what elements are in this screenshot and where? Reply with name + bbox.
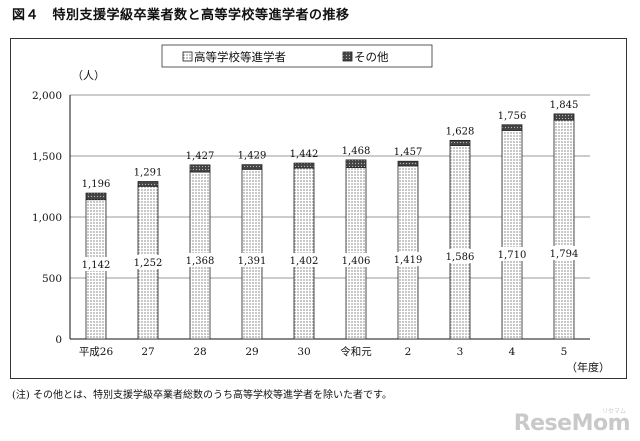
logo-subtext: リセマム <box>601 408 626 415</box>
x-tick-label: 29 <box>245 346 258 358</box>
x-tick-label: 3 <box>457 346 464 358</box>
y-axis-unit: （人） <box>72 69 105 82</box>
inner-label-bg <box>79 257 113 271</box>
bar-segment-other <box>189 164 211 173</box>
total-label: 1,196 <box>82 179 111 190</box>
bar-segment-other <box>345 159 367 168</box>
x-tick-label: 2 <box>405 346 412 358</box>
bar-segment-other <box>449 139 471 146</box>
bar-segment-other <box>85 192 107 201</box>
inner-label-bg <box>235 253 269 267</box>
total-label: 1,442 <box>290 149 319 160</box>
total-label: 1,427 <box>186 151 215 162</box>
inner-label-bg <box>547 246 581 260</box>
total-label: 1,291 <box>134 167 163 178</box>
inner-label: 1,402 <box>290 256 319 267</box>
figure-title: 図４ 特別支援学級卒業者数と高等学校等進学者の推移 <box>12 8 350 23</box>
bar-segment-highschool <box>553 119 575 340</box>
logo-text: ReseMom <box>513 411 631 436</box>
inner-label: 1,391 <box>238 256 267 267</box>
footnote: (注) その他とは、特別支援学級卒業者総数のうち高等学校等進学者を除いた者です。 <box>12 390 392 401</box>
legend-box <box>161 44 433 68</box>
y-tick-label: 0 <box>55 334 62 346</box>
x-tick-label: 30 <box>297 346 310 358</box>
inner-label-bg <box>131 255 165 269</box>
x-axis-unit: （年度） <box>566 360 610 374</box>
x-tick-label: 平成26 <box>79 346 114 358</box>
chart-frame <box>10 38 627 379</box>
bar-segment-other <box>137 181 159 187</box>
inner-label-bg <box>183 253 217 267</box>
total-label: 1,628 <box>446 126 475 137</box>
y-tick-label: 2,000 <box>32 90 62 102</box>
inner-label-bg <box>443 249 477 263</box>
inner-label: 1,142 <box>82 260 111 271</box>
inner-label-bg <box>495 247 529 261</box>
inner-label-bg <box>391 252 425 266</box>
inner-label: 1,710 <box>498 250 527 261</box>
inner-label-bg <box>287 253 321 267</box>
total-label: 1,429 <box>238 151 267 162</box>
inner-label: 1,368 <box>186 256 215 267</box>
bar-segment-highschool <box>501 129 523 340</box>
inner-label: 1,252 <box>134 258 163 269</box>
inner-label: 1,586 <box>446 252 475 263</box>
total-label: 1,457 <box>394 147 423 158</box>
total-label: 1,468 <box>342 146 371 157</box>
inner-label-bg <box>339 253 373 267</box>
y-tick-label: 500 <box>42 273 62 285</box>
legend-label-other: その他 <box>354 50 389 64</box>
bar-segment-other <box>241 164 263 170</box>
inner-label: 1,406 <box>342 256 371 267</box>
x-tick-label: 27 <box>141 346 154 358</box>
total-label: 1,845 <box>550 100 579 111</box>
x-tick-label: 令和元 <box>340 345 372 358</box>
x-tick-label: 5 <box>561 346 568 358</box>
x-tick-label: 4 <box>509 346 516 358</box>
legend-swatch-highschool <box>182 51 193 62</box>
total-label: 1,756 <box>498 111 527 122</box>
resemom-logo: ReseMom リセマム <box>513 408 631 436</box>
bar-segment-other <box>553 113 575 121</box>
bar-segment-other <box>397 160 419 167</box>
bar-segment-highschool <box>449 145 471 340</box>
y-tick-label: 1,500 <box>32 151 62 163</box>
bar-segment-other <box>293 162 315 169</box>
legend-swatch-other <box>342 51 353 62</box>
legend-label-highschool: 高等学校等進学者 <box>194 50 286 64</box>
bar-segment-other <box>501 124 523 131</box>
x-tick-label: 28 <box>193 346 206 358</box>
inner-label: 1,794 <box>550 249 579 260</box>
inner-label: 1,419 <box>394 255 423 266</box>
y-tick-label: 1,000 <box>32 212 62 224</box>
